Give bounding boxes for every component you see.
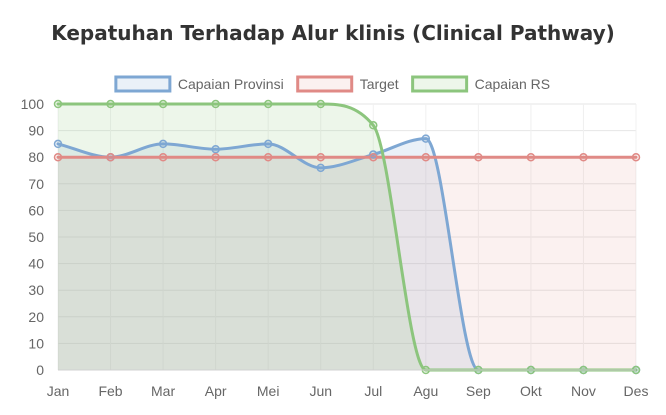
- data-point-capaian-provinsi[interactable]: [369, 150, 378, 159]
- legend-item-target[interactable]: Target: [296, 75, 399, 93]
- x-tick-label: Agu: [413, 383, 438, 399]
- legend-label: Capaian Provinsi: [178, 76, 284, 92]
- x-tick-label: Sep: [466, 383, 491, 399]
- data-point-target[interactable]: [421, 152, 431, 162]
- data-point-target[interactable]: [369, 152, 378, 162]
- data-point-capaian-rs[interactable]: [211, 99, 220, 109]
- y-tick-label: 10: [28, 335, 44, 351]
- y-tick-label: 70: [28, 176, 44, 192]
- data-point-capaian-provinsi[interactable]: [211, 144, 220, 154]
- x-tick-label: Jan: [47, 383, 70, 399]
- x-tick-label: Jul: [364, 383, 382, 399]
- series-area-capaian-rs: [58, 104, 636, 370]
- data-point-capaian-rs[interactable]: [158, 99, 168, 109]
- y-tick-label: 20: [28, 309, 44, 325]
- x-tick-label: Des: [624, 383, 649, 399]
- x-tick-label: Okt: [520, 383, 542, 399]
- data-point-capaian-rs[interactable]: [106, 99, 115, 109]
- x-tick-label: Mar: [151, 383, 175, 399]
- legend-swatch: [114, 75, 172, 93]
- series-area-capaian-provinsi: [58, 138, 636, 370]
- data-point-target[interactable]: [474, 152, 483, 162]
- data-point-target[interactable]: [316, 152, 325, 162]
- series-area-target: [58, 157, 636, 370]
- legend-label: Target: [360, 76, 399, 92]
- x-tick-label: Nov: [571, 383, 596, 399]
- data-point-capaian-provinsi[interactable]: [263, 139, 273, 149]
- legend-swatch: [411, 75, 469, 93]
- x-tick-label: Feb: [98, 383, 122, 399]
- data-point-capaian-rs[interactable]: [316, 99, 325, 109]
- legend-item-capaian-rs[interactable]: Capaian RS: [411, 75, 551, 93]
- data-point-target[interactable]: [106, 152, 115, 162]
- y-tick-label: 100: [21, 96, 45, 112]
- data-point-target[interactable]: [53, 152, 63, 162]
- x-tick-label: Jun: [309, 383, 332, 399]
- y-tick-label: 80: [28, 149, 44, 165]
- y-tick-label: 40: [28, 256, 44, 272]
- data-point-target[interactable]: [631, 152, 641, 162]
- x-tick-label: Apr: [205, 383, 227, 399]
- legend-item-capaian-provinsi[interactable]: Capaian Provinsi: [114, 75, 284, 93]
- x-tick-label: Mei: [257, 383, 280, 399]
- legend-label: Capaian RS: [475, 76, 551, 92]
- axes: 0 10 20 30 40 50 60 70 80 90 100 Jan Feb Mar Apr Mei Jun…: [21, 96, 649, 399]
- series-areas: [58, 104, 636, 370]
- y-tick-label: 30: [28, 282, 44, 298]
- data-point-target[interactable]: [579, 152, 588, 162]
- data-point-target[interactable]: [263, 152, 273, 162]
- legend: Capaian Provinsi Target Capaian RS: [114, 75, 551, 93]
- y-tick-label: 60: [28, 202, 44, 218]
- y-tick-label: 0: [36, 362, 44, 378]
- data-point-target[interactable]: [526, 152, 536, 162]
- data-point-capaian-provinsi[interactable]: [421, 134, 431, 143]
- data-point-capaian-provinsi[interactable]: [53, 139, 63, 149]
- data-point-target[interactable]: [211, 152, 220, 162]
- y-tick-label: 50: [28, 229, 44, 245]
- data-point-capaian-rs[interactable]: [53, 99, 63, 109]
- series-points: [53, 99, 641, 375]
- chart-title: Kepatuhan Terhadap Alur klinis (Clinical…: [51, 21, 615, 45]
- data-point-capaian-provinsi[interactable]: [316, 163, 325, 173]
- data-point-capaian-rs[interactable]: [369, 121, 378, 130]
- legend-swatch: [296, 75, 354, 93]
- data-point-target[interactable]: [158, 152, 168, 162]
- data-point-capaian-provinsi[interactable]: [158, 139, 168, 149]
- y-tick-label: 90: [28, 123, 44, 139]
- data-point-capaian-rs[interactable]: [263, 99, 273, 109]
